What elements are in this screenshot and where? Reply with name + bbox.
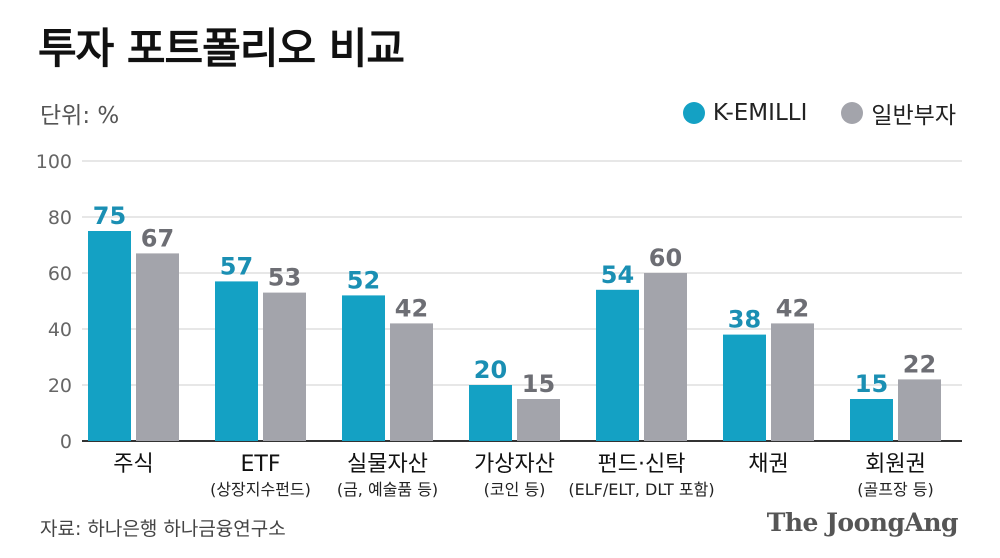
x-tick-label: 실물자산 (347, 452, 428, 477)
bar (898, 379, 941, 441)
bar (88, 231, 131, 441)
bar (771, 323, 814, 441)
data-label: 67 (141, 224, 174, 252)
source-note: 자료: 하나은행 하나금융연구소 (40, 518, 286, 540)
bar (644, 273, 687, 441)
data-label: 20 (474, 356, 507, 384)
data-label: 15 (522, 370, 555, 398)
x-tick-sublabel: (상장지수펀드) (210, 480, 311, 499)
bar (390, 323, 433, 441)
chart-title: 투자 포트폴리오 비교 (38, 24, 405, 73)
x-tick-label: 회원권 (865, 452, 926, 477)
legend-label-k-emilli: K-EMILLI (712, 100, 808, 126)
unit-label: 단위: % (40, 103, 120, 129)
x-tick-sublabel: (코인 등) (484, 480, 546, 499)
bar (263, 292, 306, 441)
bar (596, 289, 639, 441)
legend-swatch-k-emilli (682, 102, 705, 124)
data-label: 53 (268, 264, 301, 292)
data-label: 54 (601, 261, 634, 289)
bar (850, 399, 893, 441)
y-tick-label: 40 (48, 319, 72, 341)
data-label: 52 (347, 266, 380, 294)
data-label: 15 (855, 370, 888, 398)
x-tick-sublabel: (골프장 등) (857, 480, 933, 499)
legend-item-general-rich: 일반부자 (841, 96, 956, 130)
x-tick-label: 펀드·신탁 (598, 452, 686, 477)
data-label: 38 (728, 306, 761, 334)
publisher-brand: The JoongAng (766, 508, 959, 537)
x-tick-label: 채권 (748, 452, 788, 477)
legend-swatch-general-rich (841, 102, 864, 124)
data-label: 60 (649, 244, 682, 272)
x-tick-sublabel: (ELF/ELT, DLT 포함) (568, 480, 714, 499)
x-tick-sublabel: (금, 예술품 등) (337, 480, 438, 499)
data-label: 75 (93, 202, 126, 230)
x-tick-label: ETF (241, 452, 281, 477)
bar (136, 253, 179, 441)
bar (342, 295, 385, 441)
y-tick-label: 0 (60, 431, 72, 453)
bar (517, 399, 560, 441)
y-tick-label: 60 (48, 263, 72, 285)
legend-item-k-emilli: K-EMILLI (682, 100, 808, 126)
legend-label-general-rich: 일반부자 (871, 103, 956, 129)
y-tick-label: 80 (48, 207, 72, 229)
x-tick-label: 주식 (113, 452, 153, 477)
data-label: 42 (395, 294, 428, 322)
bar (723, 334, 766, 441)
data-label: 42 (776, 294, 809, 322)
bar (215, 281, 258, 441)
bar (469, 385, 512, 441)
y-tick-label: 20 (48, 375, 72, 397)
data-label: 22 (903, 350, 936, 378)
x-tick-label: 가상자산 (474, 452, 555, 477)
y-tick-label: 100 (36, 151, 72, 173)
data-label: 57 (220, 252, 253, 280)
legend: K-EMILLI 일반부자 (682, 96, 956, 130)
